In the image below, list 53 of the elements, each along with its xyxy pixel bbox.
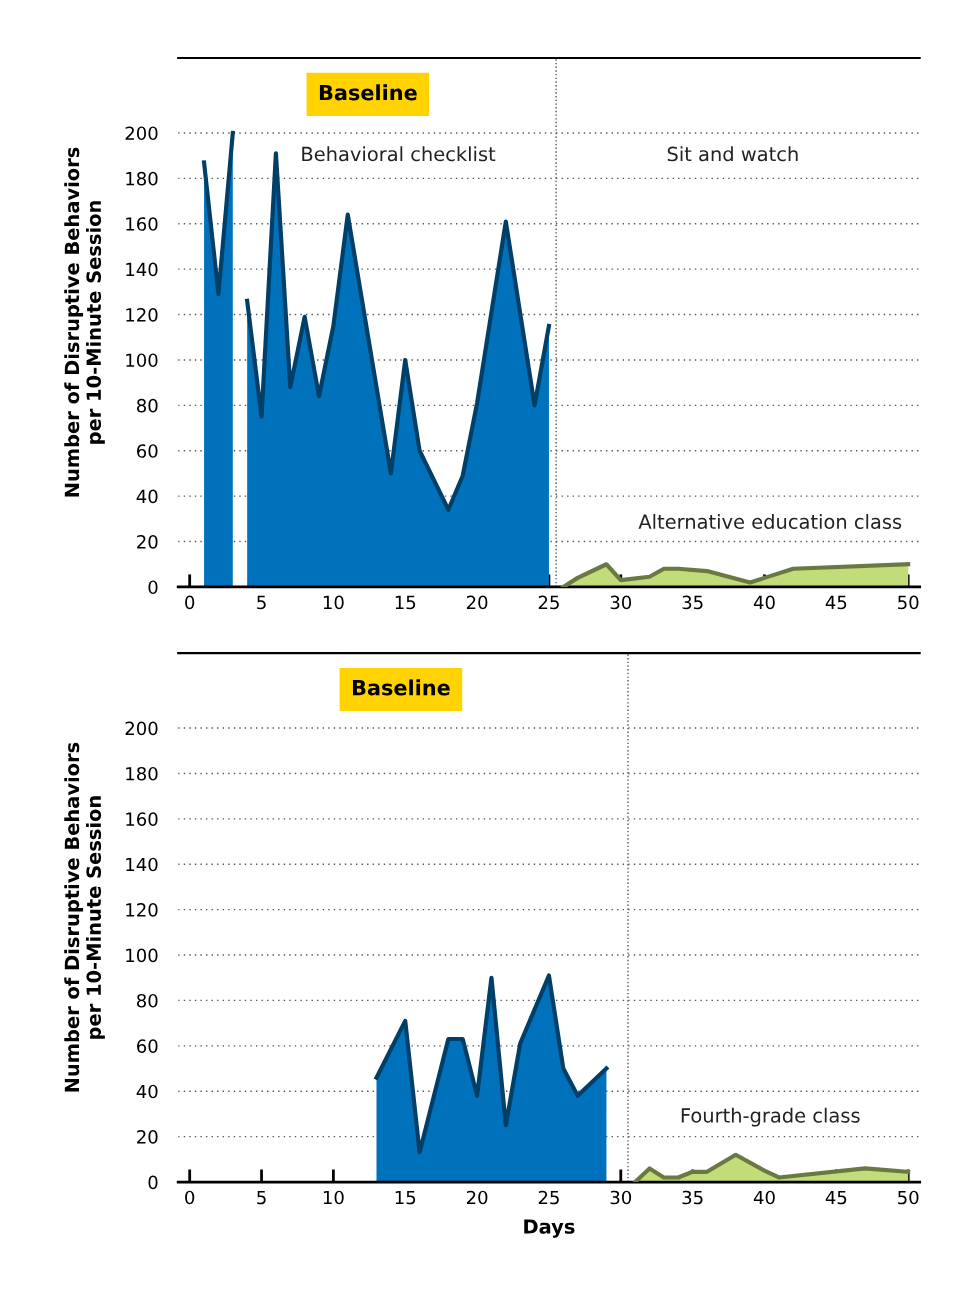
x-tick-label: 10	[323, 595, 344, 610]
x-tick-label: 30	[610, 1190, 632, 1205]
y-tick-label: 60	[137, 444, 158, 458]
x-tick-label: 25	[538, 1190, 559, 1205]
y-tick-label: 80	[136, 398, 158, 413]
x-tick-label: 10	[323, 1190, 344, 1205]
x-tick-label: 0	[185, 595, 195, 610]
y-tick-label: 80	[136, 993, 158, 1008]
y-tick-label: 0	[148, 1175, 158, 1190]
x-tick-label: 0	[185, 1190, 195, 1205]
y-tick-label: 160	[126, 217, 158, 231]
x-tick-label: 50	[898, 1190, 919, 1205]
y-tick-label: 40	[136, 489, 158, 504]
x-tick-label: 45	[825, 595, 847, 610]
y-tick-label: 180	[126, 766, 158, 781]
y-tick-label: 140	[126, 262, 158, 277]
x-axis-title: Days	[524, 1219, 575, 1238]
x-tick-label: 15	[395, 595, 416, 610]
x-tick-label: 35	[682, 595, 703, 610]
y-tick-label: 160	[126, 812, 158, 826]
annotation: Behavioral checklist	[302, 146, 496, 162]
x-tick-label: 50	[898, 595, 919, 610]
y-tick-label: 200	[125, 721, 158, 736]
y-axis-title: Number of Disruptive Behaviors per 10-Minute Session	[64, 147, 105, 497]
y-tick-label: 60	[137, 1039, 158, 1053]
annotation: Sit and watch	[667, 146, 798, 162]
x-tick-label: 15	[395, 1190, 416, 1205]
y-tick-label: 20	[137, 1130, 158, 1144]
x-tick-label: 30	[610, 595, 632, 610]
annotation: Fourth-grade class	[681, 1107, 860, 1127]
x-tick-label: 25	[538, 595, 559, 610]
x-tick-label: 40	[753, 1190, 775, 1205]
x-tick-label: 20	[466, 595, 488, 610]
y-tick-label: 20	[137, 535, 158, 549]
x-tick-label: 5	[257, 1190, 266, 1205]
y-tick-label: 0	[148, 580, 158, 595]
x-tick-label: 40	[753, 595, 775, 610]
y-tick-label: 120	[126, 308, 158, 322]
y-tick-label: 40	[136, 1084, 158, 1099]
x-tick-label: 45	[825, 1190, 847, 1205]
x-tick-label: 20	[466, 1190, 488, 1205]
y-tick-label: 200	[125, 126, 158, 141]
annotation: Baseline	[319, 84, 417, 101]
x-tick-label: 35	[682, 1190, 703, 1205]
y-tick-label: 180	[126, 171, 158, 186]
x-tick-label: 5	[257, 595, 266, 610]
annotation: Baseline	[352, 679, 450, 696]
y-tick-label: 100	[126, 948, 158, 963]
y-tick-label: 100	[126, 353, 158, 368]
y-axis-title: Number of Disruptive Behaviors per 10-Minute Session	[64, 742, 105, 1092]
annotation: Alternative education class	[638, 513, 902, 530]
y-tick-label: 120	[126, 903, 158, 917]
y-tick-label: 140	[126, 857, 158, 872]
